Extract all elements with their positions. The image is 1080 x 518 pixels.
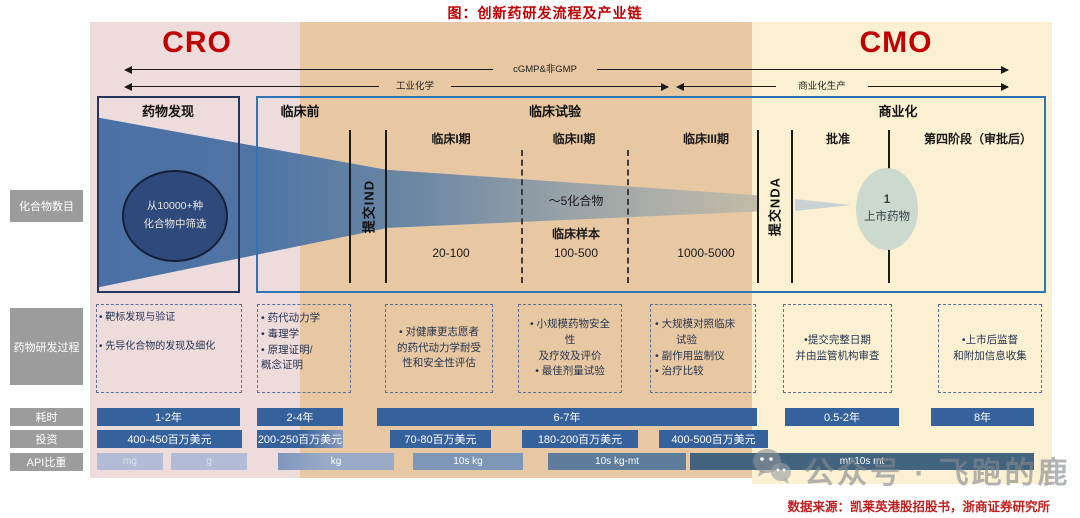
api-bar-mg: mg [97,453,163,470]
commercial-arrowhead-left-icon [676,83,684,91]
process-box-phase1: • 对健康更志愿者 的药代动力学耐受 性和安全性评估 [385,304,493,393]
drug-discovery-header: 药物发现 [141,104,194,119]
approval-label: 批准 [825,132,850,146]
clinical-sample-label: 临床样本 [551,227,600,241]
time-bar-clinical: 6-7年 [377,408,757,426]
process-box-text: • 药代动力学 • 毒理学 • 原理证明/ 概念证明 [261,312,321,372]
investment-bar-discovery: 400-450百万美元 [97,430,242,448]
phase2-label: 临床II期 [552,132,596,146]
time-bar-discovery: 1-2年 [97,408,240,426]
industrial-arrowhead-left-icon [124,83,132,91]
investment-bar-preclinical: 200-250百万美元 [257,430,343,448]
data-source: 数据来源：凯莱英港股招股书，浙商证券研究所 [787,500,1050,514]
commercialization-header: 商业化 [878,104,918,119]
investment-bar-phase3: 400-500百万美元 [659,430,768,448]
time-bar-preclinical: 2-4年 [257,408,343,426]
process-box-text: • 靶标发现与验证 • 先导化合物的发现及细化 [99,312,216,352]
row-label-time: 耗时 [10,408,83,426]
phase1-count: 20-100 [432,246,470,260]
industrial-arrowhead-right-icon [661,83,669,91]
process-box-phase2: • 小规模药物安全 性 及疗效及评价 • 最佳剂量试验 [518,304,622,393]
watermark-text: 公众号 · 飞跑的鹿 [804,456,1071,490]
process-box-phase4: •上市后监督 和附加信息收集 [938,304,1042,393]
cro-label: CRO [162,26,232,59]
api-bar-kg: kg [278,453,394,470]
preclinical-header: 临床前 [280,104,320,119]
row-label-api: API比重 [10,453,83,471]
ind-line-right [385,130,387,283]
api-bar-10s-kg: 10s kg [413,453,523,470]
screening-circle: 从10000+种 化合物中筛选 [122,170,228,262]
phase2-3-divider [627,150,629,283]
cmo-label: CMO [859,26,933,59]
drug-discovery-box [97,96,240,293]
clinical-trials-header: 临床试验 [528,104,581,119]
time-bar-phase4: 8年 [931,408,1034,426]
phase3-count: 1000-5000 [677,246,735,260]
approved-count: 1 [883,193,891,206]
process-box-text: •提交完整日期 并由监管机构审查 [795,333,880,362]
process-box-discovery: • 靶标发现与验证 • 先导化合物的发现及细化 [96,304,242,393]
phase2-count: 100-500 [553,246,599,260]
api-bar-g: g [171,453,247,470]
row-label-rd-process: 药物研发过程 [10,308,83,385]
middle-background-strip [300,22,752,478]
process-box-text: • 对健康更志愿者 的药代动力学耐受 性和安全性评估 [397,325,481,370]
api-bar-10s-kg-mt: 10s kg-mt [548,453,686,470]
phase3-label: 临床III期 [682,132,729,146]
gmp-arrowhead-right-icon [1001,66,1009,74]
gmp-arrowhead-left-icon [124,66,132,74]
pipeline-box [256,96,1046,293]
investment-bar-phase1: 70-80百万美元 [390,430,491,448]
wechat-icon [750,446,794,493]
row-label-investment: 投资 [10,430,83,448]
process-box-preclinical: • 药代动力学 • 毒理学 • 原理证明/ 概念证明 [257,304,351,393]
ind-line-left [349,130,351,283]
industrial-arrow-label: 工业化学 [379,79,451,94]
cmo-background-strip [752,22,1052,484]
figure-title: 图：创新药研发流程及产业链 [447,7,643,22]
process-box-approval: •提交完整日期 并由监管机构审查 [783,304,892,393]
approved-drug-circle: 1 上市药物 [856,168,918,250]
process-box-text: • 小规模药物安全 性 及疗效及评价 • 最佳剂量试验 [529,318,611,378]
watermark: 公众号 · 飞跑的鹿 [750,446,1071,493]
process-box-text: •上市后监督 和附加信息收集 [953,333,1027,362]
phase2-compounds-note: ～5化合物 [548,194,604,208]
gmp-arrow-label: cGMP&非GMP [493,62,597,77]
process-box-phase3: • 大规模对照临床 试验 • 副作用监制仪 • 治疗比较 [650,304,756,393]
submit-ind-label: 提交IND [361,179,377,234]
process-box-text: • 大规模对照临床 试验 • 副作用监制仪 • 治疗比较 [655,318,736,378]
approved-label: 上市药物 [864,211,910,223]
row-label-compound-count: 化合物数目 [10,190,83,222]
commercial-arrowhead-right-icon [1001,83,1009,91]
investment-bar-phase2: 180-200百万美元 [522,430,638,448]
submit-nda-label: 提交NDA [767,176,783,237]
nda-line-right [791,130,793,283]
phase1-2-divider [521,150,523,283]
time-bar-approval: 0.5-2年 [785,408,899,426]
phase4-label: 第四阶段（审批后） [923,132,1032,146]
commercial-arrow-label: 商业化生产 [776,79,868,94]
phase1-label: 临床I期 [431,132,471,146]
nda-line-left [757,130,759,283]
